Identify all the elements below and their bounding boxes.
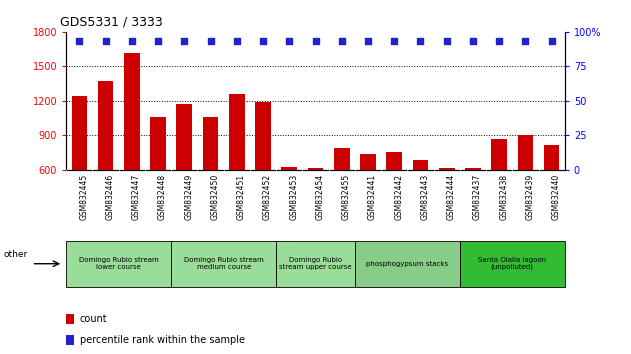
Point bbox=[468, 38, 478, 44]
Text: GSM832444: GSM832444 bbox=[447, 173, 456, 220]
Bar bbox=[308, 168, 323, 170]
Text: GSM832449: GSM832449 bbox=[184, 173, 193, 220]
Point bbox=[521, 38, 531, 44]
Bar bbox=[360, 154, 376, 170]
Bar bbox=[229, 94, 245, 170]
Text: GSM832438: GSM832438 bbox=[499, 173, 508, 219]
Bar bbox=[517, 135, 533, 170]
Point bbox=[363, 38, 373, 44]
Text: Domingo Rubio stream
lower course: Domingo Rubio stream lower course bbox=[79, 257, 158, 270]
Point bbox=[100, 38, 110, 44]
Text: GSM832451: GSM832451 bbox=[237, 173, 246, 219]
Point bbox=[284, 38, 294, 44]
Text: GSM832450: GSM832450 bbox=[211, 173, 220, 220]
Bar bbox=[439, 168, 454, 170]
Point bbox=[337, 38, 347, 44]
Bar bbox=[203, 117, 218, 170]
Text: GSM832445: GSM832445 bbox=[80, 173, 88, 220]
Bar bbox=[386, 152, 402, 170]
Text: GSM832443: GSM832443 bbox=[420, 173, 430, 220]
Text: GSM832452: GSM832452 bbox=[263, 173, 272, 219]
Point bbox=[127, 38, 137, 44]
Bar bbox=[177, 104, 192, 170]
Point bbox=[232, 38, 242, 44]
Bar bbox=[281, 167, 297, 170]
Point bbox=[153, 38, 163, 44]
Text: GSM832454: GSM832454 bbox=[316, 173, 324, 220]
Text: other: other bbox=[3, 250, 27, 259]
Text: percentile rank within the sample: percentile rank within the sample bbox=[80, 335, 244, 345]
Point bbox=[442, 38, 452, 44]
Text: GSM832455: GSM832455 bbox=[342, 173, 351, 220]
Point bbox=[415, 38, 425, 44]
Bar bbox=[98, 81, 114, 170]
Bar bbox=[465, 168, 481, 170]
Text: phosphogypsum stacks: phosphogypsum stacks bbox=[366, 261, 449, 267]
Point bbox=[310, 38, 321, 44]
Point bbox=[494, 38, 504, 44]
Text: Domingo Rubio stream
medium course: Domingo Rubio stream medium course bbox=[184, 257, 264, 270]
Bar bbox=[124, 53, 139, 170]
Text: Domingo Rubio
stream upper course: Domingo Rubio stream upper course bbox=[279, 257, 352, 270]
Text: Santa Olalla lagoon
(unpolluted): Santa Olalla lagoon (unpolluted) bbox=[478, 257, 546, 270]
Bar bbox=[150, 117, 166, 170]
Point bbox=[179, 38, 189, 44]
Text: GSM832447: GSM832447 bbox=[132, 173, 141, 220]
Point bbox=[206, 38, 216, 44]
Text: GSM832439: GSM832439 bbox=[526, 173, 534, 220]
Text: GSM832446: GSM832446 bbox=[105, 173, 115, 220]
Text: GSM832453: GSM832453 bbox=[289, 173, 298, 220]
Bar bbox=[492, 139, 507, 170]
Bar bbox=[544, 144, 560, 170]
Point bbox=[389, 38, 399, 44]
Text: GSM832448: GSM832448 bbox=[158, 173, 167, 219]
Bar bbox=[255, 102, 271, 170]
Text: GSM832437: GSM832437 bbox=[473, 173, 482, 220]
Text: GSM832442: GSM832442 bbox=[394, 173, 403, 219]
Point bbox=[74, 38, 85, 44]
Text: GSM832441: GSM832441 bbox=[368, 173, 377, 219]
Text: GDS5331 / 3333: GDS5331 / 3333 bbox=[60, 15, 163, 28]
Text: count: count bbox=[80, 314, 107, 324]
Bar bbox=[413, 160, 428, 170]
Bar bbox=[71, 96, 87, 170]
Text: GSM832440: GSM832440 bbox=[551, 173, 560, 220]
Bar bbox=[334, 148, 350, 170]
Point bbox=[258, 38, 268, 44]
Point bbox=[546, 38, 557, 44]
